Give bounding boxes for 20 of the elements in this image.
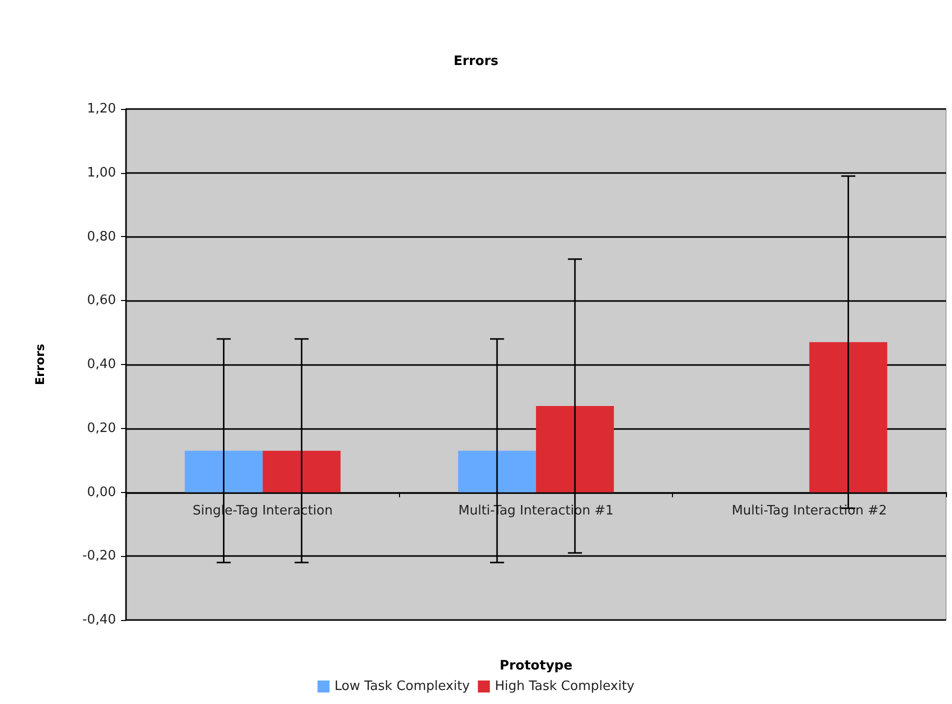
y-axis-title: Errors <box>33 344 47 386</box>
y-tick-label: 0,40 <box>87 357 116 372</box>
bar <box>809 342 888 492</box>
y-tick-label: -0,40 <box>82 612 116 628</box>
legend-label: High Task Complexity <box>494 679 635 694</box>
bar <box>262 450 341 492</box>
chart-title: Errors <box>454 54 499 69</box>
y-tick-label: 0,00 <box>87 484 116 500</box>
bar <box>536 406 614 492</box>
legend-label: Low Task Complexity <box>334 679 470 694</box>
bar <box>458 450 536 492</box>
y-tick-label: 0,60 <box>87 293 116 308</box>
bar <box>184 450 263 492</box>
y-tick-label: 0,20 <box>87 420 116 436</box>
x-axis-title: Prototype <box>500 658 573 674</box>
y-tick-label: 1,00 <box>87 165 116 180</box>
y-tick-label: 0,80 <box>87 229 116 244</box>
y-tick-label: -0,20 <box>82 548 116 564</box>
x-tick-label: Multi-Tag Interaction #2 <box>732 503 887 518</box>
y-tick-label: 1,20 <box>87 102 116 116</box>
